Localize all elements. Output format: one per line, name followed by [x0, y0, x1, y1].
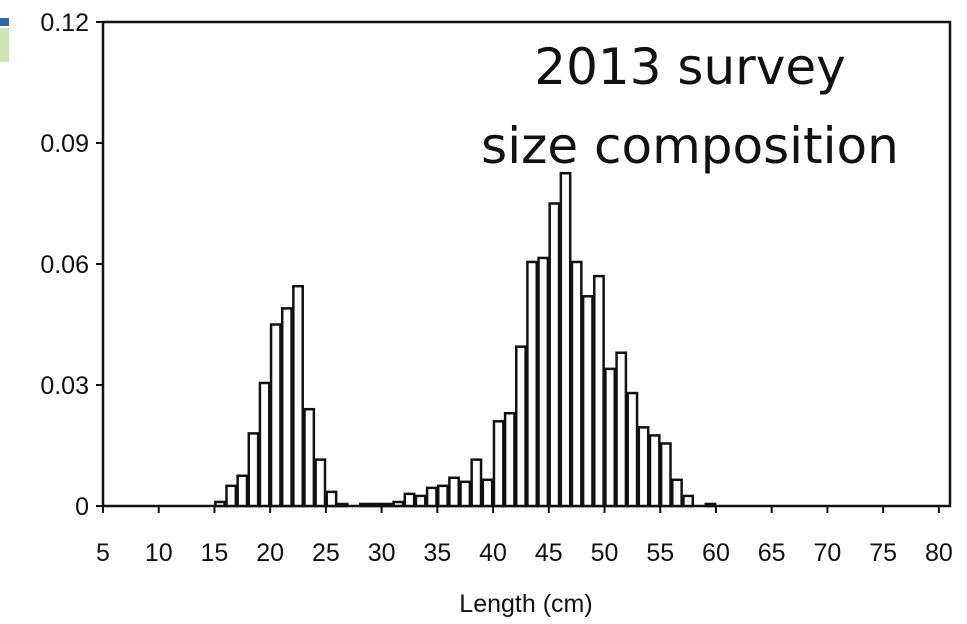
bar-38: [470, 458, 483, 508]
chart-title-line-2: size composition: [481, 117, 899, 175]
bar-45: [548, 202, 561, 508]
bar-36: [448, 476, 460, 508]
bar-47: [570, 260, 583, 508]
bar-57: [682, 494, 695, 508]
bar-42: [515, 345, 527, 508]
bar-53: [637, 426, 650, 508]
x-tick-label: 50: [591, 539, 619, 567]
x-tick-label: 20: [256, 539, 284, 567]
y-tick-label: 0.06: [40, 251, 89, 279]
bar-50: [604, 367, 617, 508]
bar-19: [258, 381, 271, 508]
bar-40: [492, 420, 505, 508]
x-tick-label: 55: [646, 539, 674, 567]
x-tick-label: 25: [312, 539, 340, 567]
bar-51: [615, 351, 628, 508]
bar-24: [314, 458, 327, 508]
bar-52: [626, 391, 639, 508]
bar-29: [370, 502, 382, 508]
x-tick-label: 35: [423, 539, 451, 567]
x-tick-label: 10: [145, 539, 173, 567]
bar-39: [481, 478, 494, 508]
x-tick-label: 40: [479, 539, 507, 567]
y-tick-label: 0: [75, 493, 89, 521]
bar-46: [559, 172, 572, 508]
x-axis-ticks: 5 10 15 20 25 30 35 40 45 50 55 60 65 70 75 80: [96, 506, 953, 567]
decor-blue-mark: [0, 18, 9, 26]
x-tick-label: 5: [96, 539, 110, 567]
bar-30: [381, 502, 394, 508]
y-axis-ticks: 0 0.03 0.06 0.09 0.12: [40, 9, 103, 521]
x-tick-label: 65: [758, 539, 786, 567]
bar-series: [214, 172, 717, 508]
bar-48: [581, 295, 594, 508]
bar-16: [225, 484, 238, 508]
bar-35: [436, 484, 449, 508]
bar-59: [704, 502, 717, 508]
bar-18: [247, 432, 260, 508]
decor-green-mark: [0, 28, 9, 62]
bar-15: [214, 500, 226, 508]
bar-55: [659, 442, 672, 508]
bar-28: [358, 502, 371, 508]
chart-title-line-1: 2013 survey: [534, 38, 845, 96]
bar-49: [593, 274, 605, 508]
bar-17: [236, 474, 249, 508]
x-tick-label: 80: [925, 539, 953, 567]
x-tick-label: 15: [201, 539, 229, 567]
bar-21: [280, 307, 293, 508]
bar-34: [425, 486, 438, 508]
x-tick-label: 45: [535, 539, 563, 567]
bar-54: [648, 434, 661, 508]
x-tick-label: 30: [368, 539, 396, 567]
x-tick-label: 60: [702, 539, 730, 567]
y-tick-label: 0.09: [40, 130, 89, 158]
bar-32: [403, 492, 416, 508]
bar-56: [671, 478, 683, 508]
bar-31: [392, 500, 405, 508]
bar-22: [292, 284, 304, 508]
bar-43: [526, 260, 539, 508]
bar-44: [537, 256, 550, 508]
background-decoration: [0, 18, 9, 62]
x-tick-label: 70: [814, 539, 842, 567]
bar-41: [503, 411, 516, 508]
bar-20: [269, 323, 282, 508]
bar-37: [459, 480, 472, 508]
bar-33: [414, 494, 427, 508]
bar-25: [325, 490, 338, 508]
y-tick-label: 0.03: [40, 372, 89, 400]
y-tick-label: 0.12: [40, 9, 89, 37]
x-tick-label: 75: [869, 539, 897, 567]
x-axis-title: Length (cm): [459, 590, 592, 618]
bar-23: [303, 407, 316, 508]
bar-26: [336, 502, 349, 508]
